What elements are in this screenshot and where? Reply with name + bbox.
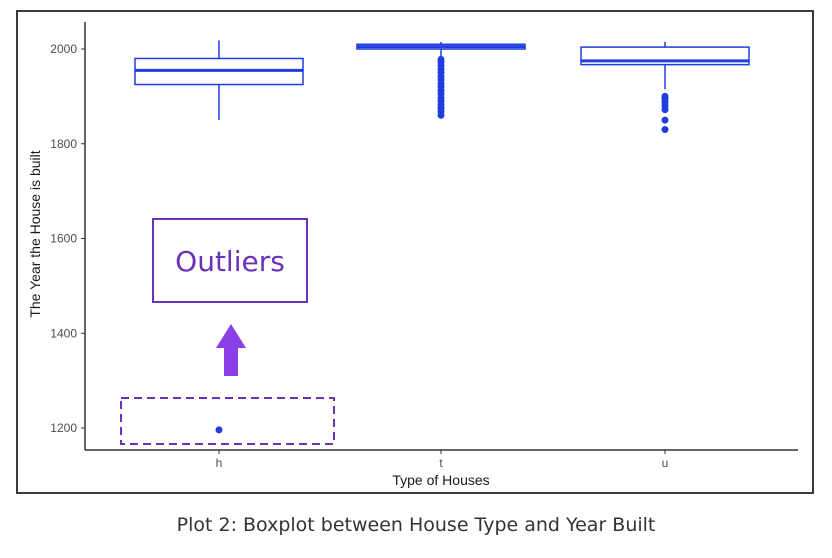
y-tick-label-1400: 1400	[50, 326, 77, 340]
outlier-point-h-0	[215, 426, 223, 434]
x-tick-label-h: h	[216, 456, 223, 470]
axis-ticks: 1200 1400 1600 1800 2000 h t u	[50, 42, 668, 470]
y-tick-label-2000: 2000	[50, 42, 77, 56]
chart-frame: 1200 1400 1600 1800 2000 h t u Type of Houses T…	[16, 10, 814, 494]
outlier-highlight-box	[120, 397, 335, 445]
outlier-point-t-16	[437, 55, 445, 63]
box-group-h	[134, 40, 304, 434]
x-tick-label-t: t	[439, 456, 443, 470]
annotation-label: Outliers	[175, 245, 285, 278]
x-tick-label-u: u	[662, 456, 669, 470]
y-tick-label-1200: 1200	[50, 421, 77, 435]
outlier-point-u-6	[661, 92, 669, 100]
outlier-point-u-0	[661, 126, 669, 134]
annotation-arrow	[216, 324, 246, 376]
annotation-box	[152, 218, 308, 303]
outlier-point-u-1	[661, 116, 669, 124]
boxplot-chart: 1200 1400 1600 1800 2000 h t u Type of Houses T…	[27, 22, 798, 488]
y-tick-label-1600: 1600	[50, 232, 77, 246]
y-axis-title: The Year the House is built	[27, 150, 43, 317]
chart-marks	[134, 40, 750, 434]
x-axis-title: Type of Houses	[392, 472, 489, 488]
figure-caption: Plot 2: Boxplot between House Type and Y…	[176, 514, 656, 536]
box-group-u	[580, 41, 750, 134]
y-tick-label-1800: 1800	[50, 137, 77, 151]
box-group-t	[356, 41, 526, 119]
